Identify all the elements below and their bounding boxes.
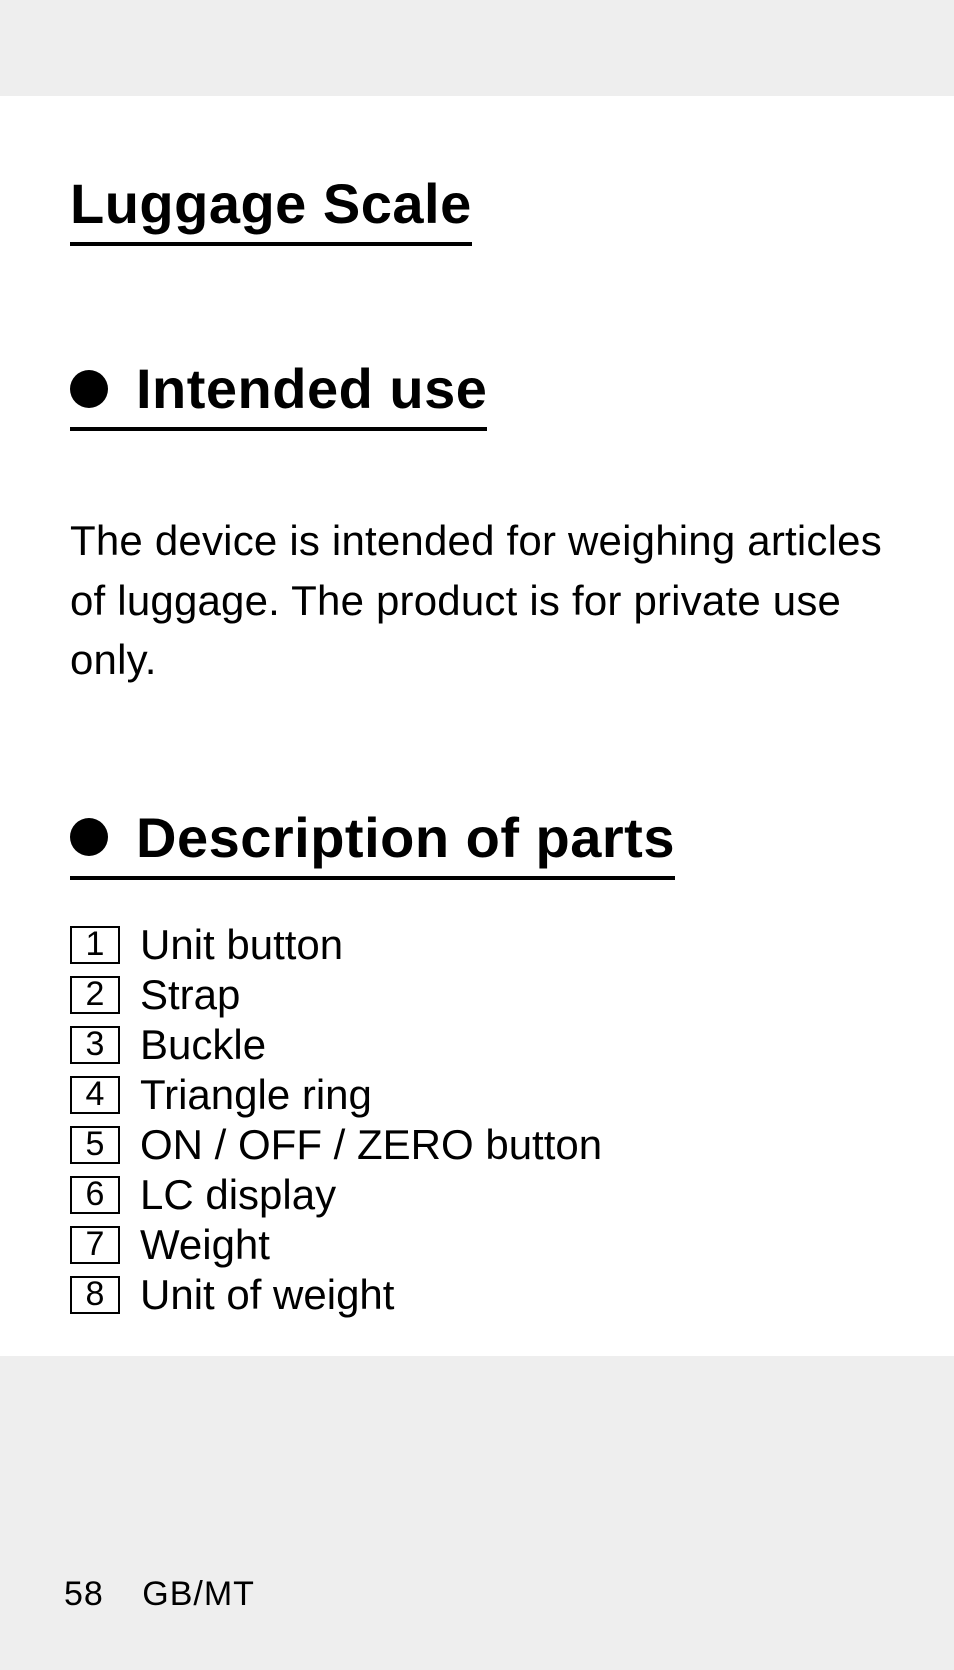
part-number-box: 4 bbox=[70, 1076, 120, 1114]
section-heading-intended-use: Intended use bbox=[70, 356, 487, 431]
region-code: GB/MT bbox=[142, 1575, 255, 1613]
bullet-icon bbox=[70, 818, 108, 856]
part-number-box: 2 bbox=[70, 976, 120, 1014]
part-number-box: 5 bbox=[70, 1126, 120, 1164]
list-item: 7 Weight bbox=[70, 1220, 884, 1270]
part-number-box: 7 bbox=[70, 1226, 120, 1264]
list-item: 2 Strap bbox=[70, 970, 884, 1020]
part-number-box: 8 bbox=[70, 1276, 120, 1314]
list-item: 6 LC display bbox=[70, 1170, 884, 1220]
list-item: 8 Unit of weight bbox=[70, 1270, 884, 1320]
part-label: LC display bbox=[140, 1171, 336, 1219]
intended-use-body: The device is intended for weighing arti… bbox=[70, 511, 884, 690]
part-number-box: 6 bbox=[70, 1176, 120, 1214]
part-label: ON / OFF / ZERO button bbox=[140, 1121, 602, 1169]
part-label: Unit button bbox=[140, 921, 343, 969]
part-label: Weight bbox=[140, 1221, 270, 1269]
manual-page: Luggage Scale Intended use The device is… bbox=[0, 96, 954, 1356]
page-number: 58 bbox=[64, 1575, 104, 1613]
page-footer: 58 GB/MT bbox=[64, 1575, 255, 1614]
part-label: Buckle bbox=[140, 1021, 266, 1069]
heading-text: Intended use bbox=[136, 356, 487, 421]
part-number-box: 1 bbox=[70, 926, 120, 964]
list-item: 4 Triangle ring bbox=[70, 1070, 884, 1120]
page-title: Luggage Scale bbox=[70, 171, 472, 246]
list-item: 3 Buckle bbox=[70, 1020, 884, 1070]
part-number-box: 3 bbox=[70, 1026, 120, 1064]
part-label: Strap bbox=[140, 971, 240, 1019]
list-item: 1 Unit button bbox=[70, 920, 884, 970]
part-label: Unit of weight bbox=[140, 1271, 394, 1319]
bullet-icon bbox=[70, 370, 108, 408]
list-item: 5 ON / OFF / ZERO button bbox=[70, 1120, 884, 1170]
heading-text: Description of parts bbox=[136, 805, 675, 870]
section-heading-description-of-parts: Description of parts bbox=[70, 805, 675, 880]
parts-list: 1 Unit button 2 Strap 3 Buckle 4 Triangl… bbox=[70, 920, 884, 1320]
part-label: Triangle ring bbox=[140, 1071, 372, 1119]
